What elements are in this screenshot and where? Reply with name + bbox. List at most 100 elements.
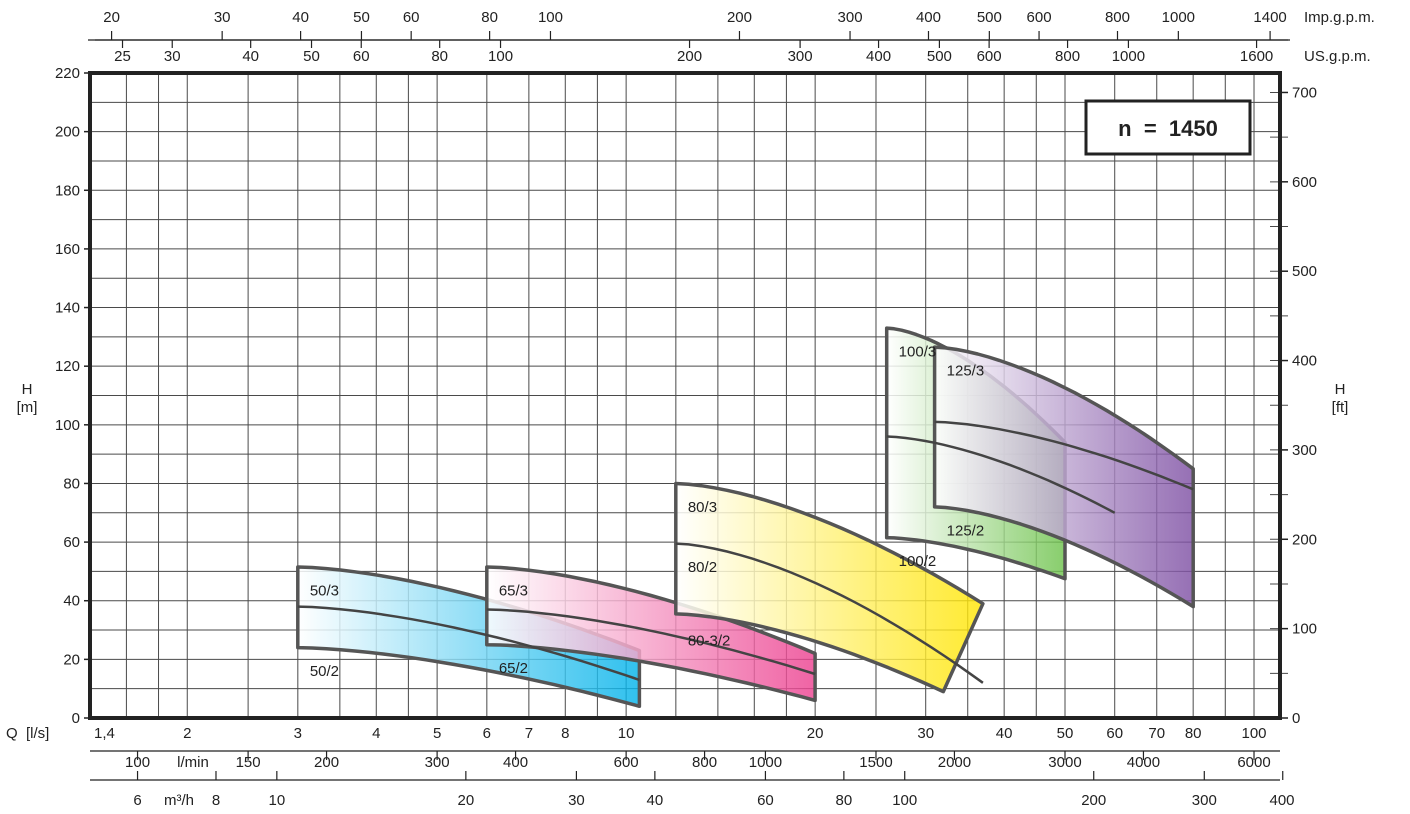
series-label: 125/2 <box>947 522 985 539</box>
us-gpm-label: 500 <box>927 48 952 65</box>
right-axis-title-line1: H <box>1335 381 1346 398</box>
pump-band <box>674 481 985 694</box>
lmin-label: 3000 <box>1048 754 1081 771</box>
flow-ls-label: 40 <box>996 725 1013 742</box>
flow-ls-label: 60 <box>1106 725 1123 742</box>
imp-gpm-label: 30 <box>214 9 231 26</box>
us-gpm-label: 200 <box>677 48 702 65</box>
us-gpm-label: 400 <box>866 48 891 65</box>
pump-band <box>296 565 642 709</box>
flow-ls-label: 5 <box>433 725 441 742</box>
imp-gpm-label: 200 <box>727 9 752 26</box>
plot-frame <box>88 71 1282 720</box>
m3h-label: 200 <box>1081 792 1106 809</box>
imp-gpm-label: 80 <box>481 9 498 26</box>
lmin-label: 150 <box>236 754 261 771</box>
flow-ls-label: 2 <box>183 725 191 742</box>
us-gpm-label: 600 <box>977 48 1002 65</box>
y-tick-label-right: 200 <box>1292 531 1317 548</box>
m3h-label: 20 <box>458 792 475 809</box>
us-gpm-label: 300 <box>788 48 813 65</box>
flow-ls-label: 1,4 <box>94 725 115 742</box>
us-gpm-label: 50 <box>303 48 320 65</box>
speed-label: n = 1450 <box>1118 116 1218 141</box>
m3h-label: 60 <box>757 792 774 809</box>
lmin-label: 6000 <box>1237 754 1270 771</box>
flow-ls-label: 80 <box>1185 725 1202 742</box>
y-tick-label-right: 400 <box>1292 353 1317 370</box>
lmin-label: 1500 <box>859 754 892 771</box>
y-tick-label-left: 120 <box>55 358 80 375</box>
series-label: 65/2 <box>499 660 528 677</box>
pump-curve <box>486 608 816 676</box>
flow-ls-label: 50 <box>1057 725 1074 742</box>
lmin-label: 1000 <box>749 754 782 771</box>
us-gpm-label: 80 <box>431 48 448 65</box>
y-tick-label-left: 0 <box>72 710 80 727</box>
y-tick-label-right: 500 <box>1292 263 1317 280</box>
y-tick-label-left: 180 <box>55 182 80 199</box>
us-gpm-label: 1000 <box>1112 48 1145 65</box>
series-label: 65/3 <box>499 582 528 599</box>
flow-ls-label: 4 <box>372 725 380 742</box>
imp-gpm-label: 20 <box>103 9 120 26</box>
y-tick-label-left: 200 <box>55 124 80 141</box>
pump-curve <box>934 420 1194 491</box>
series-label: 100/3 <box>899 344 937 361</box>
imp-gpm-label: 40 <box>292 9 309 26</box>
m3h-label: 8 <box>212 792 220 809</box>
us-gpm-unit: US.g.p.m. <box>1304 48 1371 65</box>
left-axis-title-line2: [m] <box>17 399 38 416</box>
m3h-label: 30 <box>568 792 585 809</box>
us-gpm-label: 60 <box>353 48 370 65</box>
pump-curve <box>675 542 984 684</box>
pump-bands: 50/2 50/3 65/2 65/3 80-3/2 80/2 80/3 100/2 100/3… <box>296 326 1195 709</box>
y-tick-label-right: 0 <box>1292 710 1300 727</box>
pump-band <box>485 565 817 703</box>
lmin-label: 300 <box>425 754 450 771</box>
y-tick-label-left: 140 <box>55 300 80 317</box>
imp-gpm-label: 60 <box>403 9 420 26</box>
left-axis-title-line1: H <box>22 381 33 398</box>
pump-curve <box>886 435 1116 514</box>
series-label: 50/3 <box>310 582 339 599</box>
m3h-label: 300 <box>1192 792 1217 809</box>
y-tick-label-left: 60 <box>63 534 80 551</box>
us-gpm-label: 100 <box>488 48 513 65</box>
lmin-label: 200 <box>314 754 339 771</box>
imp-gpm-label: 400 <box>916 9 941 26</box>
flow-ls-label: 100 <box>1241 725 1266 742</box>
y-tick-label-left: 80 <box>63 475 80 492</box>
lmin-label: 2000 <box>938 754 971 771</box>
y-tick-label-left: 100 <box>55 417 80 434</box>
imp-gpm-label: 800 <box>1105 9 1130 26</box>
flow-ls-label: 10 <box>618 725 635 742</box>
m3h-label: 100 <box>892 792 917 809</box>
lmin-label: 4000 <box>1127 754 1160 771</box>
y-tick-label-left: 40 <box>63 593 80 610</box>
us-gpm-label: 800 <box>1055 48 1080 65</box>
imp-gpm-label: 1400 <box>1253 9 1286 26</box>
imp-gpm-label: 100 <box>538 9 563 26</box>
m3h-label: 6 <box>133 792 141 809</box>
series-label: 80/2 <box>688 559 717 576</box>
m3h-label: 10 <box>268 792 285 809</box>
flow-ls-label: 20 <box>807 725 824 742</box>
lmin-unit: l/min <box>177 754 209 771</box>
flow-ls-label: 7 <box>525 725 533 742</box>
flow-ls-label: 8 <box>561 725 569 742</box>
us-gpm-label: 30 <box>164 48 181 65</box>
us-gpm-label: 40 <box>242 48 259 65</box>
flow-ls-label: 3 <box>294 725 302 742</box>
m3h-label: 80 <box>836 792 853 809</box>
y-tick-label-right: 600 <box>1292 174 1317 191</box>
imp-gpm-label: 600 <box>1027 9 1052 26</box>
lmin-label: 400 <box>503 754 528 771</box>
y-tick-label-right: 100 <box>1292 621 1317 638</box>
y-tick-label-left: 20 <box>63 651 80 668</box>
m3h-label: 400 <box>1269 792 1294 809</box>
series-label: 100/2 <box>899 553 937 570</box>
lmin-label: 800 <box>692 754 717 771</box>
pump-band <box>932 345 1195 609</box>
